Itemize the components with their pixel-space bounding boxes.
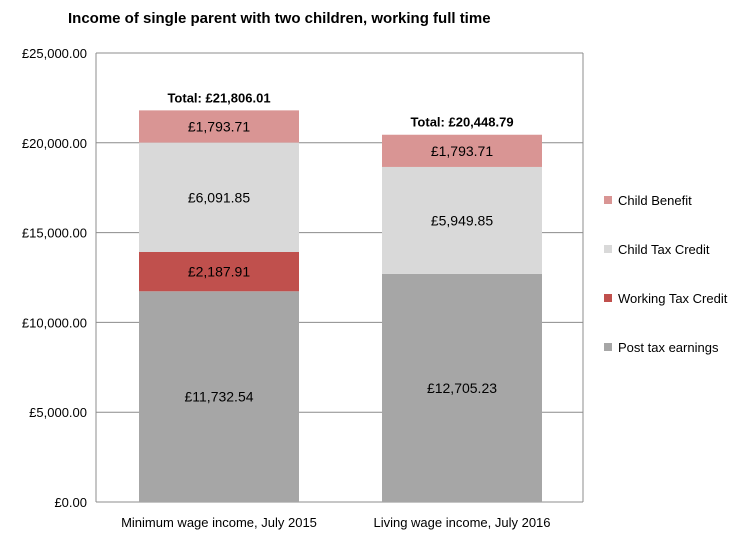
legend-entry: Child Tax Credit xyxy=(618,242,710,257)
y-tick-label: £15,000.00 xyxy=(22,226,87,241)
data-label: £5,949.85 xyxy=(431,212,493,228)
bar-segment xyxy=(382,166,542,274)
bar-segment xyxy=(139,110,299,143)
total-label: Total: £21,806.01 xyxy=(167,90,270,105)
legend-entry: Post tax earnings xyxy=(618,340,719,355)
data-label: £12,705.23 xyxy=(427,380,497,396)
total-label: Total: £20,448.79 xyxy=(410,115,513,130)
x-axis: Minimum wage income, July 2015 Living wag… xyxy=(121,515,550,530)
bar-segment xyxy=(382,134,542,167)
bar-segment xyxy=(139,291,299,502)
legend-swatch xyxy=(604,245,612,253)
legend-entry: Working Tax Credit xyxy=(618,291,728,306)
legend-swatch xyxy=(604,294,612,302)
legend-swatch xyxy=(604,343,612,351)
y-tick-label: £0.00 xyxy=(54,495,87,510)
bar-segment xyxy=(382,273,542,502)
data-label: £1,793.71 xyxy=(188,118,250,134)
bar-segment xyxy=(139,142,299,252)
data-label: £6,091.85 xyxy=(188,189,250,205)
legend-entry: Child Benefit xyxy=(618,193,692,208)
x-tick-label: Living wage income, July 2016 xyxy=(373,515,550,530)
y-tick-label: £20,000.00 xyxy=(22,136,87,151)
y-tick-label: £5,000.00 xyxy=(29,405,87,420)
legend-swatch xyxy=(604,196,612,204)
data-label: £11,732.54 xyxy=(184,389,253,405)
data-label: £2,187.91 xyxy=(188,264,250,280)
bar-segment xyxy=(139,251,299,292)
y-tick-label: £25,000.00 xyxy=(22,46,87,61)
bars: £11,732.54 £2,187.91 £6,091.85 £1,793.71 Tot… xyxy=(139,90,542,502)
y-tick-label: £10,000.00 xyxy=(22,315,87,330)
legend: Child Benefit Child Tax Credit Working Tax… xyxy=(604,193,728,355)
chart-title: Income of single parent with two childre… xyxy=(68,10,491,27)
data-label: £1,793.71 xyxy=(431,143,493,159)
x-tick-label: Minimum wage income, July 2015 xyxy=(121,515,317,530)
